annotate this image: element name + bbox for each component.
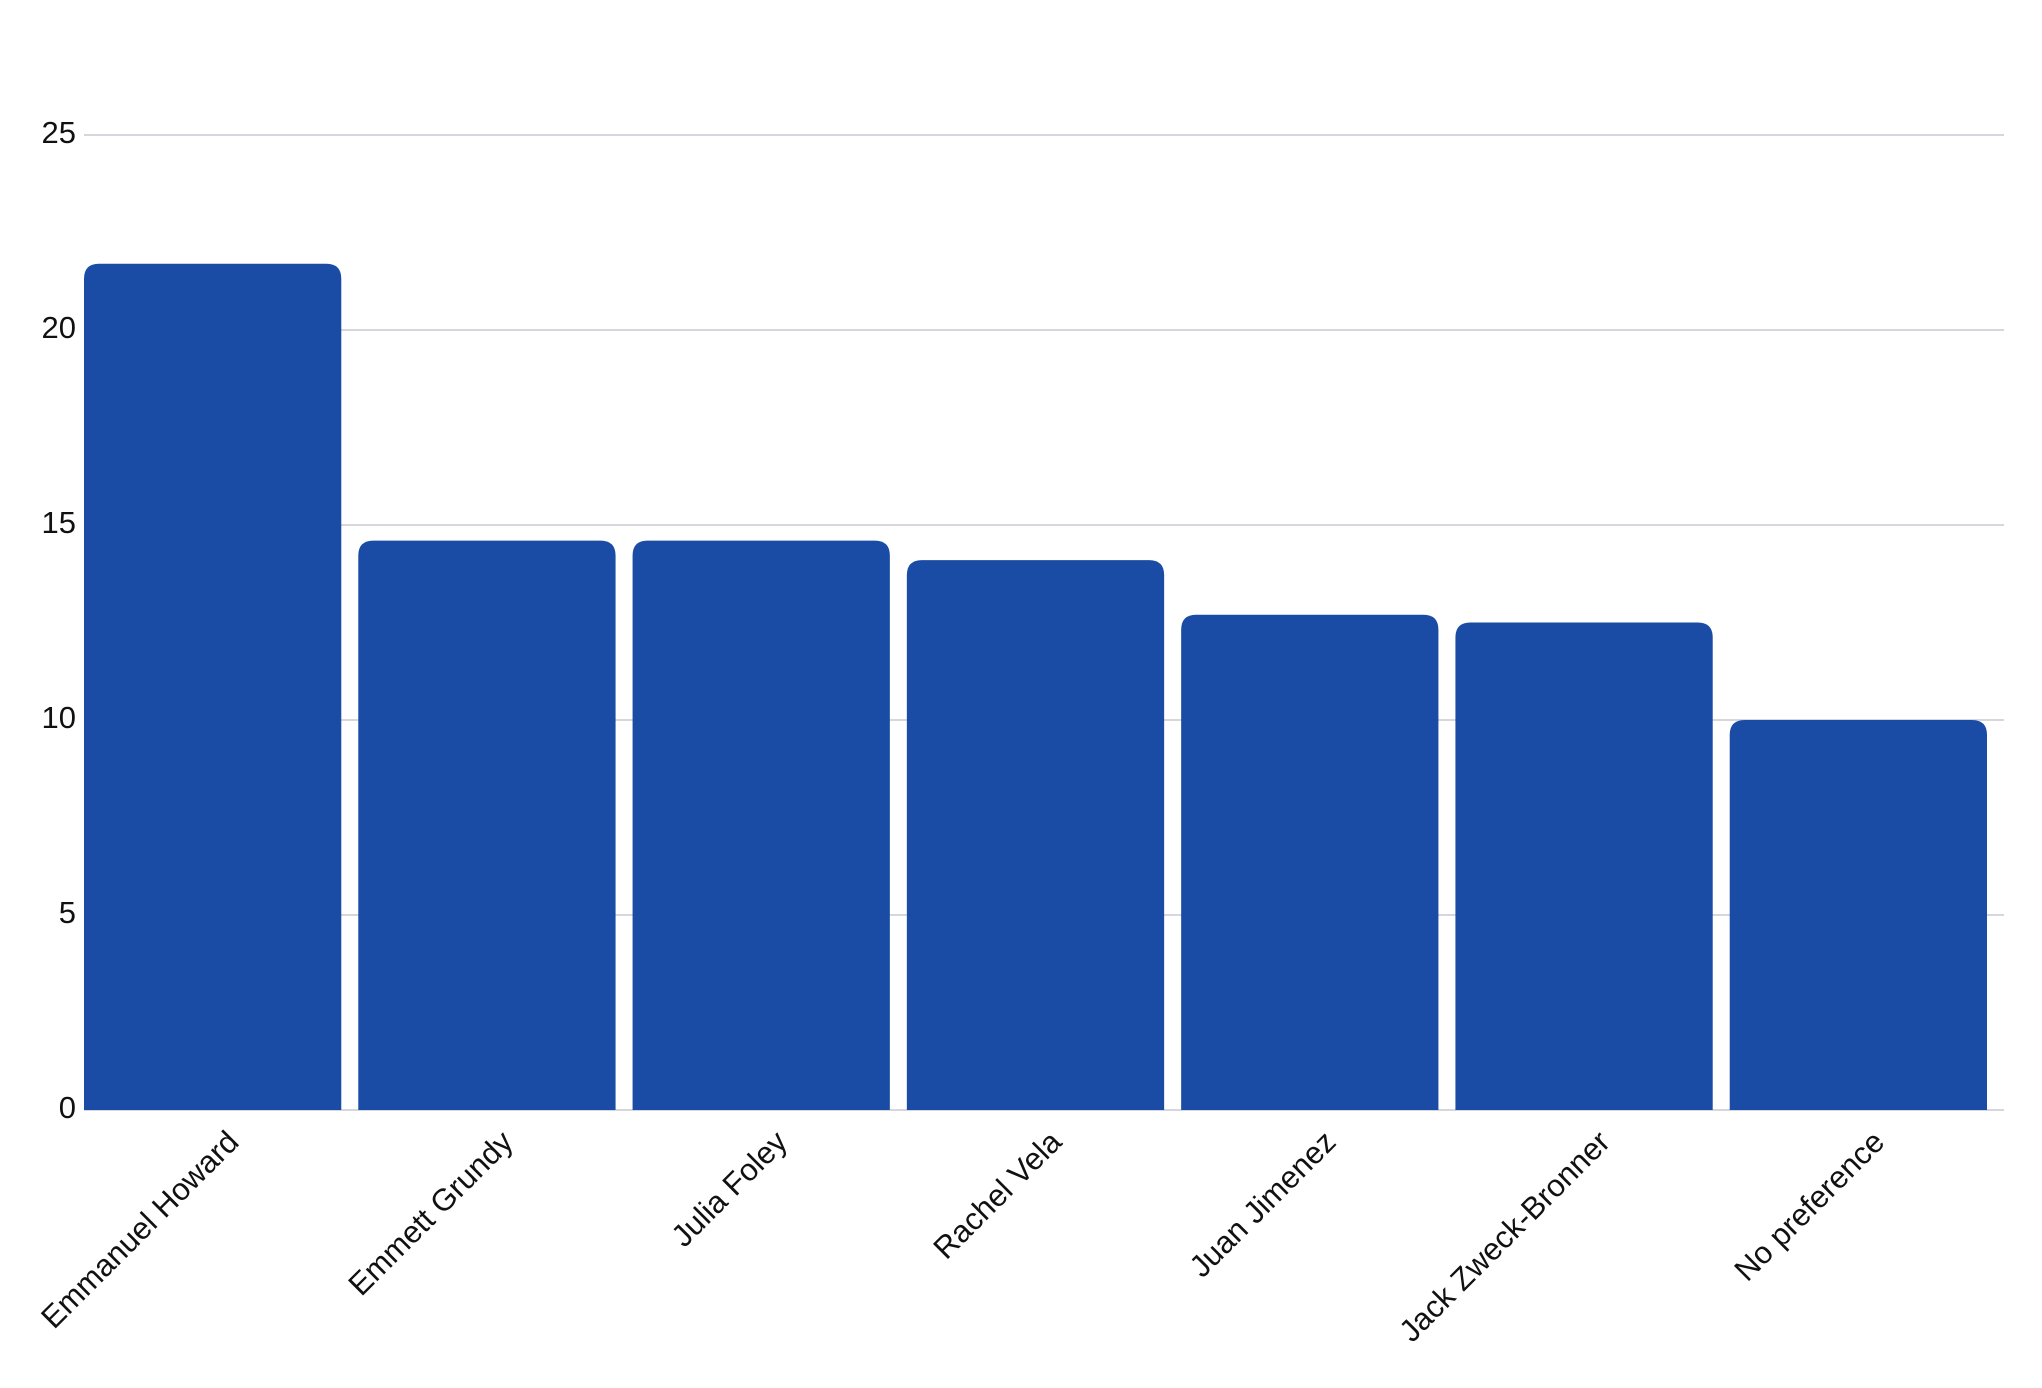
y-tick-label: 25 — [42, 115, 76, 150]
y-tick-label: 10 — [42, 700, 76, 735]
bar — [1181, 614, 1439, 1110]
x-tick-label: Julia Foley — [664, 1124, 794, 1254]
x-tick-label: Emmett Grundy — [341, 1124, 520, 1303]
x-tick-label: Jack Zweck-Bronner — [1392, 1124, 1617, 1349]
x-tick-label: Rachel Vela — [926, 1123, 1068, 1265]
x-tick-label: Juan Jimenez — [1183, 1124, 1343, 1284]
x-tick-label: Emmanuel Howard — [34, 1124, 245, 1335]
x-tick-label: No preference — [1727, 1124, 1891, 1288]
y-tick-label: 5 — [59, 895, 76, 930]
bar — [906, 560, 1165, 1110]
y-tick-label: 20 — [42, 310, 76, 345]
bar — [1729, 720, 1987, 1110]
y-tick-label: 15 — [42, 505, 76, 540]
bar — [84, 263, 342, 1110]
bar — [358, 540, 616, 1110]
bar — [632, 540, 890, 1110]
bar — [1455, 622, 1713, 1110]
y-tick-label: 0 — [59, 1090, 76, 1125]
